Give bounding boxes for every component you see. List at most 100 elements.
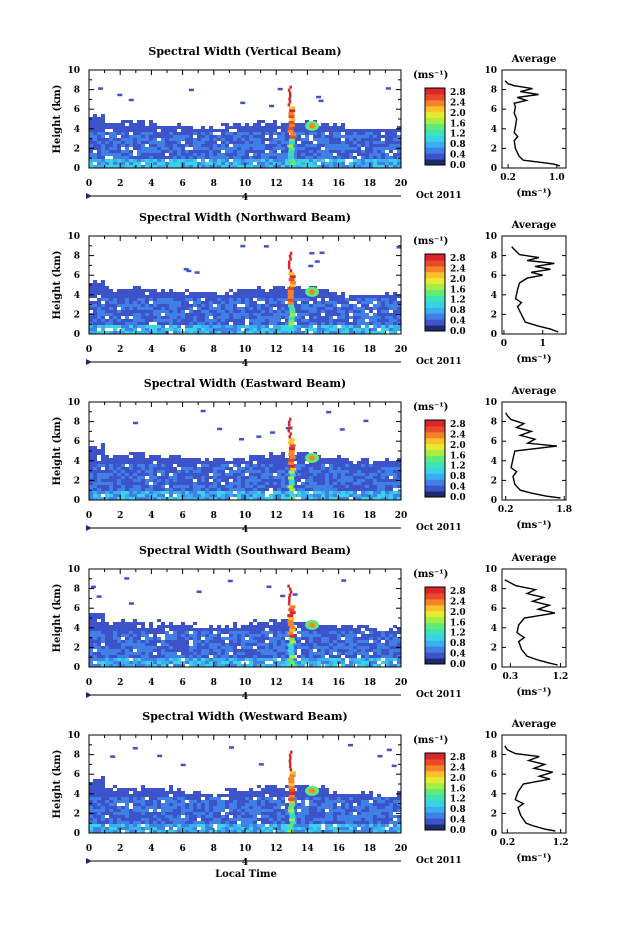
heatmap-cell bbox=[157, 135, 161, 138]
heatmap-cell bbox=[357, 153, 361, 156]
heatmap-cell bbox=[193, 467, 197, 470]
heatmap-cell bbox=[241, 473, 245, 476]
heatmap-cell bbox=[117, 467, 121, 470]
heatmap-cell bbox=[249, 622, 253, 625]
heatmap-cell bbox=[285, 658, 289, 661]
x-tick-label: 18 bbox=[364, 678, 377, 688]
heatmap-cell bbox=[201, 664, 205, 667]
heatmap-cell bbox=[309, 319, 313, 322]
heatmap-cell bbox=[141, 658, 145, 661]
heatmap-cell bbox=[205, 664, 209, 667]
heatmap-cell bbox=[277, 467, 281, 470]
heatmap-cell bbox=[261, 141, 265, 144]
heatmap-cell bbox=[141, 622, 145, 625]
colorbar-swatch bbox=[425, 461, 445, 468]
heatmap-cell bbox=[229, 141, 233, 144]
heatmap-cell bbox=[185, 316, 189, 319]
heatmap-cell bbox=[189, 494, 193, 497]
heatmap-cell bbox=[129, 292, 133, 295]
heatmap-cell bbox=[241, 307, 245, 310]
heatmap-cell bbox=[125, 649, 129, 652]
heatmap-cell bbox=[237, 331, 241, 334]
heatmap-cell bbox=[273, 664, 277, 667]
colorbar-frame bbox=[424, 87, 446, 166]
heatmap-cell bbox=[225, 461, 229, 464]
colorbar-swatch bbox=[425, 449, 445, 457]
heatmap-cell bbox=[329, 132, 333, 135]
heatmap-cell bbox=[253, 289, 257, 292]
x-tick-label: 8 bbox=[211, 345, 217, 355]
heatmap-cell bbox=[221, 313, 225, 316]
heatmap-cell bbox=[277, 298, 281, 301]
heatmap-cell bbox=[253, 631, 257, 634]
heatmap-cell bbox=[153, 637, 157, 640]
heatmap-cell bbox=[309, 649, 313, 652]
x-tick-label: 6 bbox=[179, 345, 185, 355]
heatmap-cell bbox=[305, 649, 309, 652]
heatmap-cell bbox=[141, 479, 145, 482]
heatmap-cell bbox=[329, 301, 333, 304]
heatmap-cell bbox=[273, 491, 277, 494]
heatmap-cell bbox=[109, 289, 113, 292]
heatmap-cell bbox=[177, 301, 181, 304]
heatmap-cell bbox=[285, 328, 289, 331]
heatmap-cell bbox=[293, 643, 297, 646]
heatmap-cell bbox=[101, 443, 105, 446]
heatmap-cell bbox=[133, 634, 137, 637]
heatmap-cell bbox=[361, 316, 365, 319]
heatmap-cell bbox=[149, 631, 153, 634]
heatmap-cell bbox=[345, 313, 349, 316]
heatmap-cell bbox=[181, 322, 185, 325]
heatmap-cell bbox=[329, 135, 333, 138]
heatmap-cell bbox=[165, 307, 169, 310]
heatmap-cell bbox=[213, 159, 217, 162]
heatmap-cell bbox=[321, 473, 325, 476]
heatmap-cell bbox=[157, 150, 161, 153]
heatmap-cell bbox=[397, 141, 401, 144]
colorbar-swatch bbox=[425, 610, 445, 618]
y-tick-label: 4 bbox=[74, 624, 80, 634]
heatmap-cell bbox=[305, 640, 309, 643]
heatmap-cell bbox=[101, 491, 105, 494]
heatmap-cell bbox=[257, 144, 261, 147]
heatmap-cell bbox=[237, 637, 241, 640]
heatmap-cell bbox=[341, 631, 345, 634]
heatmap-cell bbox=[241, 652, 245, 655]
heatmap-cell bbox=[385, 658, 389, 661]
heatmap-cell bbox=[345, 138, 349, 141]
heatmap-cell bbox=[325, 473, 329, 476]
heatmap-cell bbox=[185, 637, 189, 640]
heatmap-cell bbox=[137, 141, 141, 144]
heatmap-cell bbox=[101, 628, 105, 631]
heatmap-cell bbox=[217, 138, 221, 141]
heatmap-cell bbox=[321, 652, 325, 655]
heatmap-cell bbox=[97, 467, 101, 470]
colorbar-swatch bbox=[425, 141, 445, 148]
heatmap-cell bbox=[361, 141, 365, 144]
heatmap-cell bbox=[337, 491, 341, 494]
heatmap-cell bbox=[209, 497, 213, 500]
heatmap-cell bbox=[285, 162, 289, 165]
heatmap-cell bbox=[97, 631, 101, 634]
heatmap-cell bbox=[313, 634, 317, 637]
heatmap-cell bbox=[349, 147, 353, 150]
heatmap-cell bbox=[297, 307, 301, 310]
x-tick-label: 8 bbox=[211, 678, 217, 688]
heatmap-cell bbox=[93, 144, 97, 147]
heatmap-cell bbox=[373, 138, 377, 141]
heatmap-cell bbox=[273, 640, 277, 643]
heatmap-cell bbox=[137, 295, 141, 298]
heatmap-cell bbox=[249, 497, 253, 500]
heatmap-cell bbox=[269, 322, 273, 325]
heatmap-cell bbox=[261, 664, 265, 667]
heatmap-cell bbox=[369, 162, 373, 165]
heatmap-cell bbox=[373, 655, 377, 658]
colorbar-label: 0.0 bbox=[450, 660, 466, 670]
heatmap-cell bbox=[153, 138, 157, 141]
heatmap-cell bbox=[117, 455, 121, 458]
date-label: Oct 2011 bbox=[416, 357, 462, 367]
x-tick-label: 0 bbox=[86, 511, 92, 521]
colorbar-swatch bbox=[425, 587, 445, 594]
heatmap-cell bbox=[285, 165, 289, 168]
